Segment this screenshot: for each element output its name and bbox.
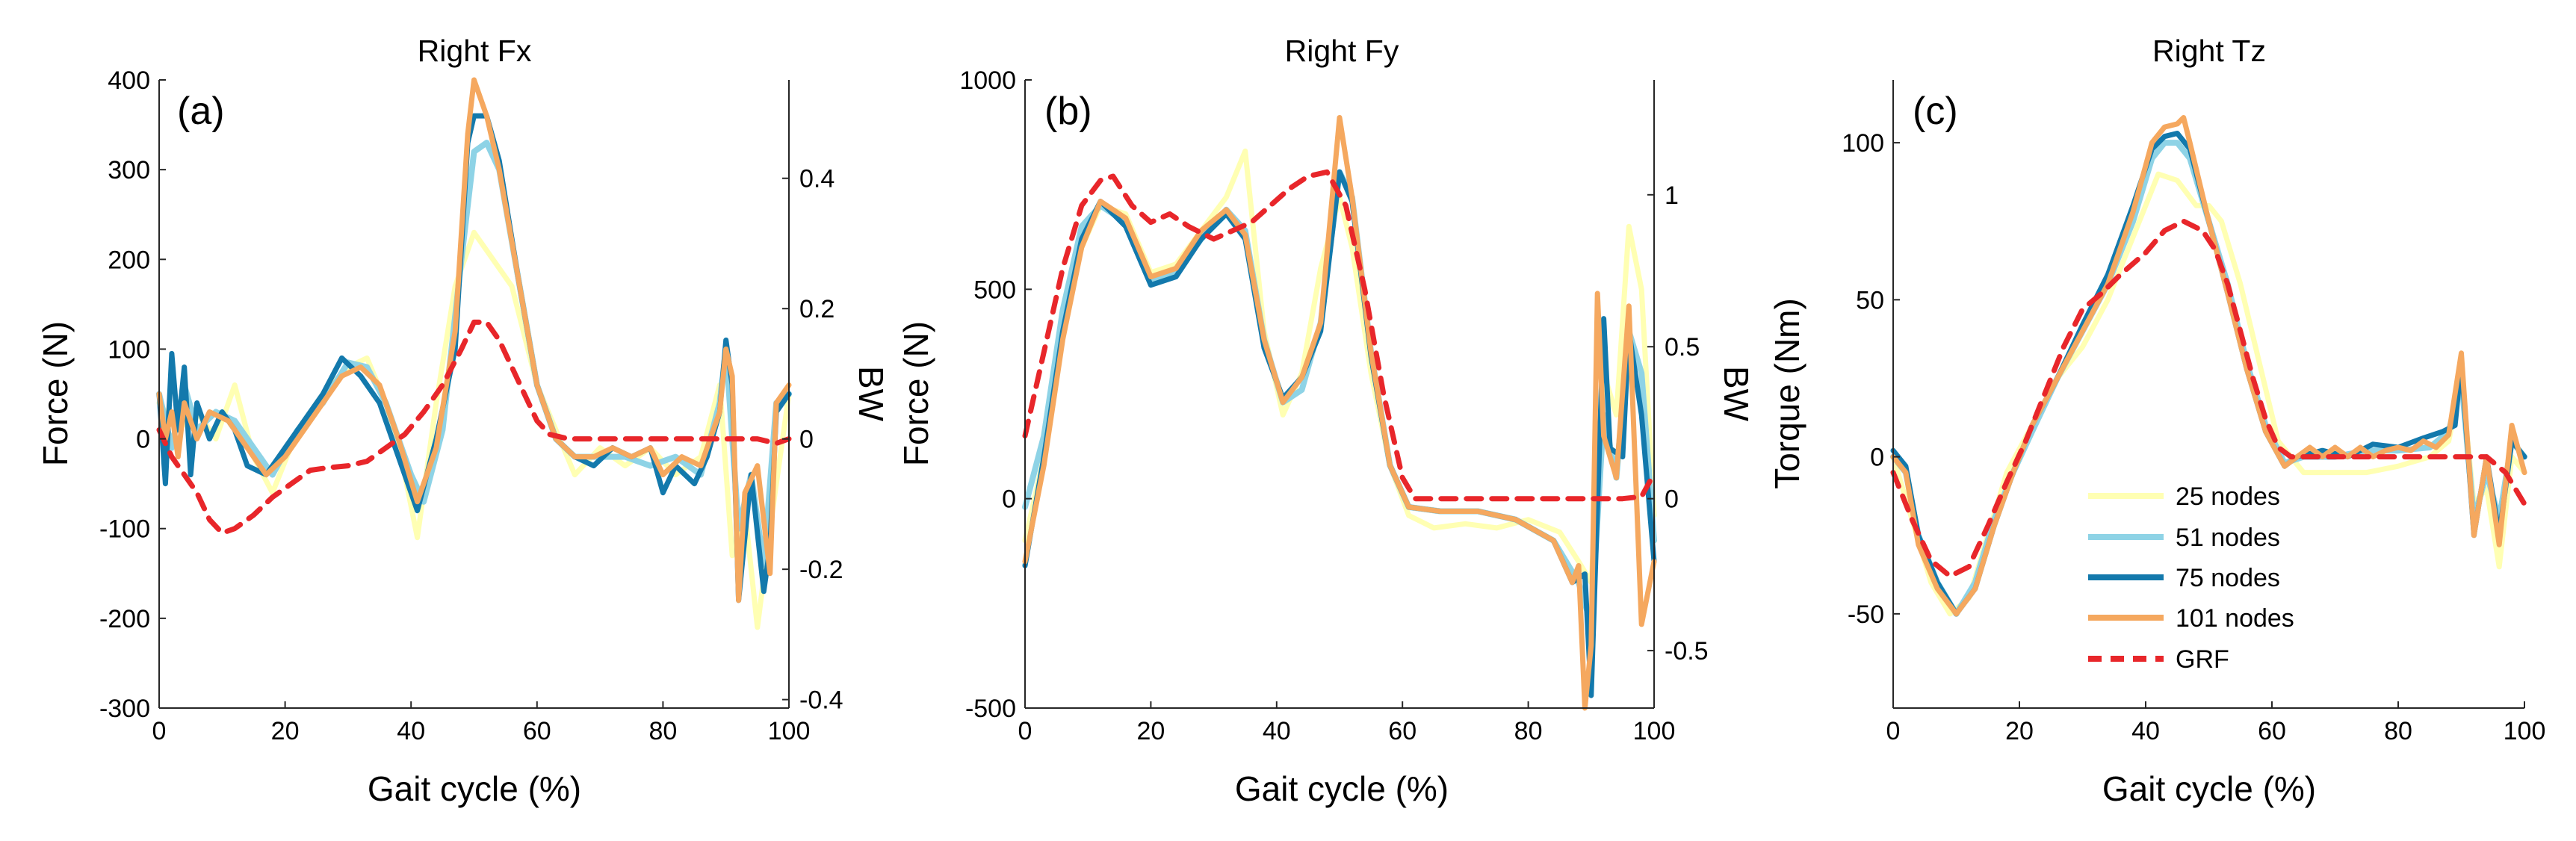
panel-a-xlabel: Gait cycle (%) <box>368 769 581 808</box>
y-tick-label-b: 500 <box>973 276 1016 304</box>
panel-c-ylabel: Torque (Nm) <box>1768 298 1806 489</box>
y-tick-label-a: -200 <box>99 605 150 633</box>
y2-tick-label-a: 0 <box>799 426 814 454</box>
y2-tick-label-b: 1 <box>1665 181 1679 210</box>
y-tick-label-a: 300 <box>108 156 150 184</box>
panel-a-ylabel: Force (N) <box>36 321 75 466</box>
x-tick-label-c: 0 <box>1886 717 1901 745</box>
y-tick-label-c: -50 <box>1848 601 1884 629</box>
y-tick-label-a: -300 <box>99 695 150 723</box>
x-tick-label-a: 60 <box>523 717 551 745</box>
x-tick-label-a: 80 <box>648 717 677 745</box>
y2-tick-label-a: -0.2 <box>799 556 843 584</box>
y2-tick-label-b: 0 <box>1665 485 1679 514</box>
x-tick-label-b: 40 <box>1263 717 1291 745</box>
y-tick-label-a: 200 <box>108 246 150 274</box>
x-tick-label-a: 40 <box>397 717 425 745</box>
series-grf-b <box>1022 169 1657 502</box>
x-tick-label-b: 0 <box>1018 717 1032 745</box>
panel-c-xlabel: Gait cycle (%) <box>2102 769 2316 808</box>
panel-c: Right Tz 0 20 40 60 80 100 -50 0 50 100 (c) Gait … <box>1768 34 2545 808</box>
y-tick-label-b: 1000 <box>959 66 1016 95</box>
y-tick-label-b: -500 <box>965 695 1016 723</box>
panel-a-y2label: BW <box>852 366 891 422</box>
x-tick-label-b: 60 <box>1388 717 1417 745</box>
panel-b: Right Fy 0 20 40 60 80 100-50005001000-0.500.… <box>897 34 1756 808</box>
y-tick-label-a: 100 <box>108 335 150 364</box>
panel-c-title: Right Tz <box>2152 34 2266 68</box>
x-tick-label-a: 20 <box>271 717 300 745</box>
series-grf-a <box>156 319 792 536</box>
series-101-nodes-b <box>1022 115 1657 711</box>
x-tick-label-b: 20 <box>1136 717 1165 745</box>
x-tick-label-b: 80 <box>1514 717 1543 745</box>
y-tick-label-c: 100 <box>1842 129 1884 158</box>
panel-c-plot-area: 0 20 40 60 80 100 -50 0 50 100 <box>1842 80 2545 745</box>
legend-label-51: 51 nodes <box>2176 524 2280 552</box>
panel-b-ylabel: Force (N) <box>897 321 935 466</box>
x-tick-label-c: 40 <box>2131 717 2160 745</box>
legend-label-grf: GRF <box>2176 645 2229 674</box>
y-tick-label-a: 400 <box>108 66 150 95</box>
x-tick-label-a: 100 <box>768 717 811 745</box>
legend-label-75: 75 nodes <box>2176 564 2280 592</box>
panel-c-label: (c) <box>1913 90 1958 133</box>
y2-tick-label-a: 0.2 <box>799 295 835 323</box>
series-101-nodes-a <box>156 77 792 603</box>
y2-tick-label-b: 0.5 <box>1665 333 1700 361</box>
legend-label-101: 101 nodes <box>2176 604 2294 633</box>
x-tick-label-c: 60 <box>2258 717 2286 745</box>
series-25-nodes-a <box>156 229 792 630</box>
series-101-nodes-c <box>1890 115 2527 617</box>
panel-a-plot-area: 0 20 40 60 80 100 -300 -200 -100 0 100 200 300 400 -0.… <box>99 66 843 745</box>
legend-label-25: 25 nodes <box>2176 482 2280 511</box>
legend: 25 nodes 51 nodes 75 nodes 101 nodes GRF <box>2088 482 2294 674</box>
panel-b-y2label: BW <box>1717 366 1756 422</box>
y2-tick-label-b: -0.5 <box>1665 637 1709 665</box>
series-75-nodes-b <box>1022 169 1657 698</box>
series-grf-c <box>1890 218 2527 579</box>
x-tick-label-c: 100 <box>2504 717 2546 745</box>
x-tick-label-a: 0 <box>152 717 167 745</box>
y-tick-label-a: 0 <box>136 426 150 454</box>
x-tick-label-b: 100 <box>1633 717 1676 745</box>
x-tick-label-c: 20 <box>2005 717 2034 745</box>
y-tick-label-c: 0 <box>1870 444 1884 472</box>
y2-tick-label-a: 0.4 <box>799 165 835 193</box>
x-tick-label-c: 80 <box>2384 717 2412 745</box>
panel-b-label: (b) <box>1044 90 1092 133</box>
panel-a: Right Fx 0 20 40 60 80 100 -300 -200 -100 0 100 200… <box>36 34 891 808</box>
panel-a-label: (a) <box>177 90 225 133</box>
y2-tick-label-a: -0.4 <box>799 686 843 715</box>
series-75-nodes-a <box>156 113 792 603</box>
y-tick-label-c: 50 <box>1856 286 1884 314</box>
panel-b-xlabel: Gait cycle (%) <box>1235 769 1449 808</box>
y-tick-label-a: -100 <box>99 515 150 544</box>
series-51-nodes-a <box>156 140 792 568</box>
panel-b-title: Right Fy <box>1285 34 1399 68</box>
y-tick-label-b: 0 <box>1002 485 1016 514</box>
panel-a-title: Right Fx <box>418 34 532 68</box>
